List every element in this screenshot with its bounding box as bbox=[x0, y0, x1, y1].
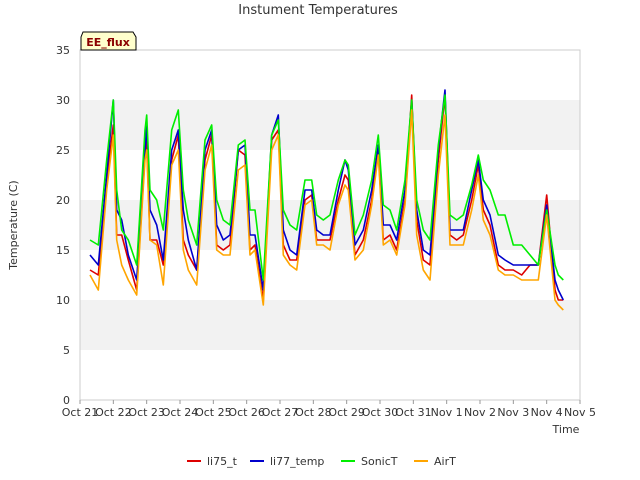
legend-label: li77_temp bbox=[270, 455, 324, 468]
y-tick-label: 10 bbox=[56, 294, 70, 307]
x-tick-label: Oct 29 bbox=[328, 406, 365, 419]
x-tick-label: Oct 23 bbox=[128, 406, 165, 419]
x-tick-label: Oct 21 bbox=[62, 406, 99, 419]
series-lines bbox=[89, 89, 565, 311]
x-tick-label: Oct 24 bbox=[162, 406, 199, 419]
grid-band bbox=[80, 50, 580, 100]
x-tick-label: Oct 26 bbox=[228, 406, 265, 419]
legend-label: li75_t bbox=[207, 455, 238, 468]
grid-band bbox=[80, 150, 580, 200]
series-line-li77-temp bbox=[89, 89, 565, 301]
legend-label: AirT bbox=[434, 455, 456, 468]
x-tick-label: Nov 3 bbox=[497, 406, 529, 419]
grid-band bbox=[80, 200, 580, 250]
y-tick-label: 30 bbox=[56, 94, 70, 107]
plot-background-bands bbox=[80, 50, 580, 400]
x-tick-label: Oct 22 bbox=[95, 406, 132, 419]
y-tick-label: 20 bbox=[56, 194, 70, 207]
y-axis-label: Temperature (C) bbox=[7, 180, 20, 270]
site-badge-label: EE_flux bbox=[86, 36, 130, 49]
y-tick-label: 5 bbox=[63, 344, 70, 357]
series-line-airt bbox=[89, 109, 564, 311]
grid-band bbox=[80, 300, 580, 350]
series-line-sonict bbox=[89, 94, 564, 281]
legend-label: SonicT bbox=[361, 455, 398, 468]
x-tick-label: Oct 25 bbox=[195, 406, 232, 419]
chart-title: Instument Temperatures bbox=[238, 3, 398, 18]
y-tick-label: 0 bbox=[63, 394, 70, 407]
x-tick-label: Oct 28 bbox=[295, 406, 332, 419]
grid-band bbox=[80, 350, 580, 400]
grid-band bbox=[80, 100, 580, 150]
plot-area bbox=[79, 49, 581, 401]
x-tick-label: Nov 2 bbox=[464, 406, 496, 419]
y-tick-label: 35 bbox=[56, 44, 70, 57]
y-tick-label: 15 bbox=[56, 244, 70, 257]
x-tick-label: Oct 27 bbox=[262, 406, 299, 419]
x-tick-label: Nov 4 bbox=[531, 406, 563, 419]
x-tick-label: Oct 31 bbox=[395, 406, 432, 419]
legend: li75_t li77_temp SonicT AirT bbox=[187, 455, 456, 468]
x-tick-label: Nov 1 bbox=[431, 406, 463, 419]
x-axis-label: Time bbox=[552, 423, 580, 436]
site-badge: EE_flux bbox=[80, 31, 137, 51]
x-tick-label: Oct 30 bbox=[362, 406, 399, 419]
y-axis-ticks: 0 5 10 15 20 25 30 35 bbox=[56, 44, 70, 407]
y-tick-label: 25 bbox=[56, 144, 70, 157]
x-tick-label: Nov 5 bbox=[564, 406, 596, 419]
